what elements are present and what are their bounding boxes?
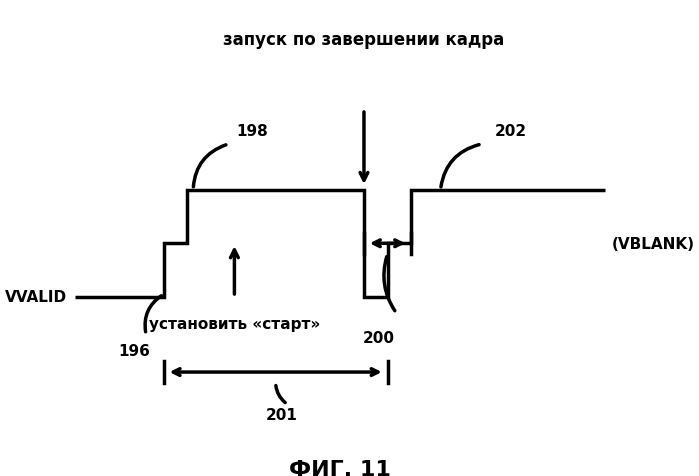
Text: запуск по завершении кадра: запуск по завершении кадра <box>224 31 505 49</box>
Text: установить «старт»: установить «старт» <box>149 317 320 332</box>
Text: 196: 196 <box>118 343 150 358</box>
Text: 201: 201 <box>266 407 298 423</box>
Text: ФИГ. 11: ФИГ. 11 <box>289 459 391 476</box>
Text: 202: 202 <box>495 124 527 139</box>
Text: 200: 200 <box>363 330 395 345</box>
Text: VVALID: VVALID <box>4 290 66 305</box>
Text: (VBLANK): (VBLANK) <box>612 236 694 251</box>
Text: 198: 198 <box>236 124 268 139</box>
